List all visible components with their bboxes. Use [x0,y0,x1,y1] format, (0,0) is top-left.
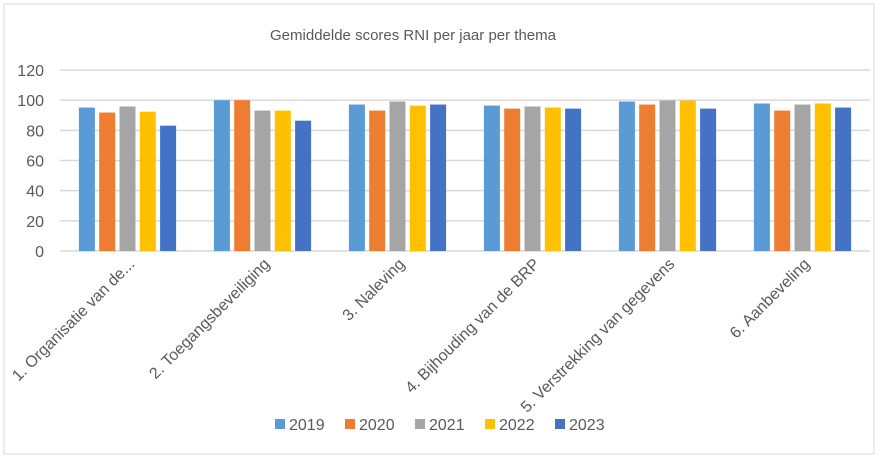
legend-swatch [345,419,355,429]
legend-item-2020: 2020 [345,417,395,434]
bar-2023-4 [565,108,582,251]
y-tick-label: 20 [26,214,44,231]
bar-2019-3 [348,104,365,251]
bar-2021-6 [794,104,811,251]
bar-2019-4 [483,105,500,251]
bar-2022-6 [814,103,831,251]
bar-2020-4 [504,108,521,251]
bar-2022-4 [544,107,561,252]
legend-label: 2019 [289,417,325,434]
legend-label: 2021 [429,417,465,434]
bar-2022-5 [679,100,696,252]
y-tick-label: 100 [17,93,44,110]
bar-2021-2 [254,110,271,252]
legend-item-2019: 2019 [275,417,325,434]
legend-item-2021: 2021 [415,417,465,434]
legend-item-2022: 2022 [485,417,535,434]
chart-title: Gemiddelde scores RNI per jaar per thema [270,27,557,44]
legend-label: 2023 [569,417,605,434]
legend-swatch [485,419,495,429]
y-tick-label: 0 [35,244,44,261]
bar-2019-5 [618,101,635,251]
bar-2023-2 [295,120,312,252]
bar-2023-5 [700,108,717,251]
bar-2023-1 [160,125,177,251]
legend-item-2023: 2023 [555,417,605,434]
bar-2019-2 [213,100,230,252]
bar-2020-2 [234,100,251,252]
legend-label: 2020 [359,417,395,434]
y-tick-label: 120 [17,63,44,80]
legend-swatch [275,419,285,429]
bar-2020-6 [774,110,791,252]
bar-2021-5 [659,100,676,252]
legend-swatch [415,419,425,429]
bar-2022-2 [274,110,291,252]
bar-2021-3 [389,101,406,251]
bar-2021-1 [119,106,136,251]
y-tick-label: 60 [26,154,44,171]
bar-2021-4 [524,106,541,251]
legend-label: 2022 [499,417,535,434]
bar-2020-3 [369,110,386,252]
bar-2023-3 [430,104,447,251]
bar-2023-6 [835,107,852,252]
bar-2022-1 [139,111,156,251]
bar-2022-3 [409,105,426,251]
y-tick-label: 80 [26,123,44,140]
y-tick-label: 40 [26,184,44,201]
bar-2019-6 [753,103,770,251]
bar-2020-5 [639,104,656,251]
bar-2019-1 [78,107,95,252]
legend-swatch [555,419,565,429]
bar-2020-1 [99,112,116,251]
